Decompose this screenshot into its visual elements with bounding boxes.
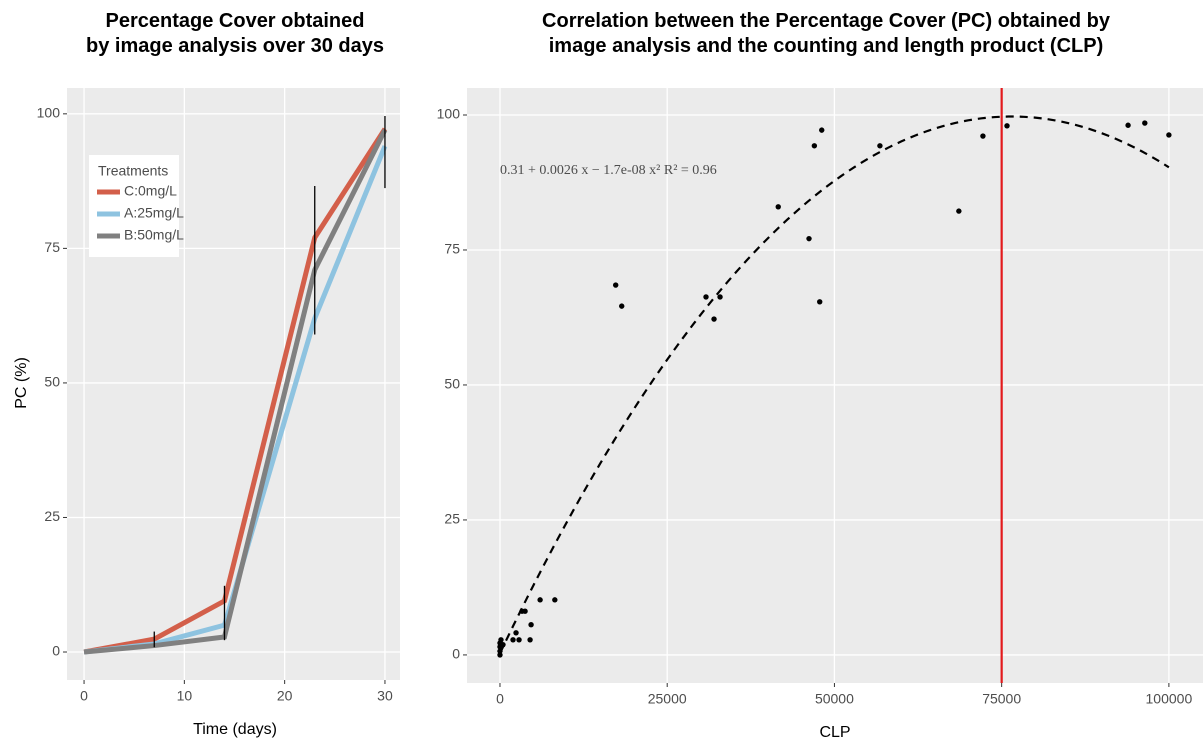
y-tick-label: 50 <box>44 374 60 390</box>
y-tick-label: 75 <box>444 241 460 257</box>
point <box>956 208 962 214</box>
x-tick-label: 50000 <box>815 691 854 707</box>
legend-title: Treatments <box>98 163 168 179</box>
point <box>510 637 516 643</box>
y-tick-label: 25 <box>44 508 60 524</box>
y-tick-label: 0 <box>52 643 60 659</box>
x-axis-title: Time (days) <box>193 721 277 738</box>
point <box>527 637 533 643</box>
annotation: 0.31 + 0.0026 x − 1.7e-08 x² R² = 0.96 <box>500 163 717 178</box>
point <box>806 235 812 242</box>
x-tick-label: 100000 <box>1146 691 1193 707</box>
point <box>1166 132 1172 138</box>
point <box>717 294 723 300</box>
legend-label: B:50mg/L <box>124 227 184 243</box>
point <box>703 294 709 300</box>
chart-title: Correlation between the Percentage Cover… <box>542 10 1111 57</box>
y-tick-label: 0 <box>452 646 460 662</box>
y-tick-label: 100 <box>37 105 61 121</box>
x-tick-label: 30 <box>377 688 393 704</box>
point <box>497 648 503 654</box>
x-tick-label: 10 <box>177 688 193 704</box>
x-tick-label: 20 <box>277 688 293 704</box>
x-tick-label: 75000 <box>982 691 1021 707</box>
point <box>516 637 522 643</box>
y-axis-title: PC (%) <box>13 357 30 409</box>
legend-box <box>89 155 179 257</box>
point <box>522 608 528 614</box>
point <box>811 143 818 149</box>
y-tick-label: 100 <box>437 106 461 122</box>
point <box>537 597 543 603</box>
x-axis-title: CLP <box>819 724 850 741</box>
point <box>497 652 503 658</box>
point <box>1125 122 1131 128</box>
point <box>1004 123 1010 129</box>
y-tick-label: 50 <box>444 376 460 392</box>
x-tick-label: 0 <box>80 688 88 704</box>
point <box>552 597 558 603</box>
y-tick-label: 25 <box>444 511 460 527</box>
point <box>980 133 986 139</box>
x-tick-label: 25000 <box>648 691 687 707</box>
point <box>619 303 625 309</box>
legend-label: A:25mg/L <box>124 205 184 221</box>
point <box>498 637 504 643</box>
x-tick-label: 0 <box>496 691 504 707</box>
point <box>775 204 781 210</box>
chart-title: Percentage Cover obtained by image analys… <box>86 10 384 57</box>
point <box>513 630 519 636</box>
y-tick-label: 75 <box>44 239 60 255</box>
point <box>819 127 825 133</box>
point <box>500 641 506 648</box>
point <box>612 282 619 288</box>
point <box>1142 120 1148 126</box>
point <box>528 621 534 628</box>
legend-label: C:0mg/L <box>124 183 177 199</box>
point <box>711 316 717 322</box>
point <box>817 299 823 305</box>
point <box>877 143 883 149</box>
